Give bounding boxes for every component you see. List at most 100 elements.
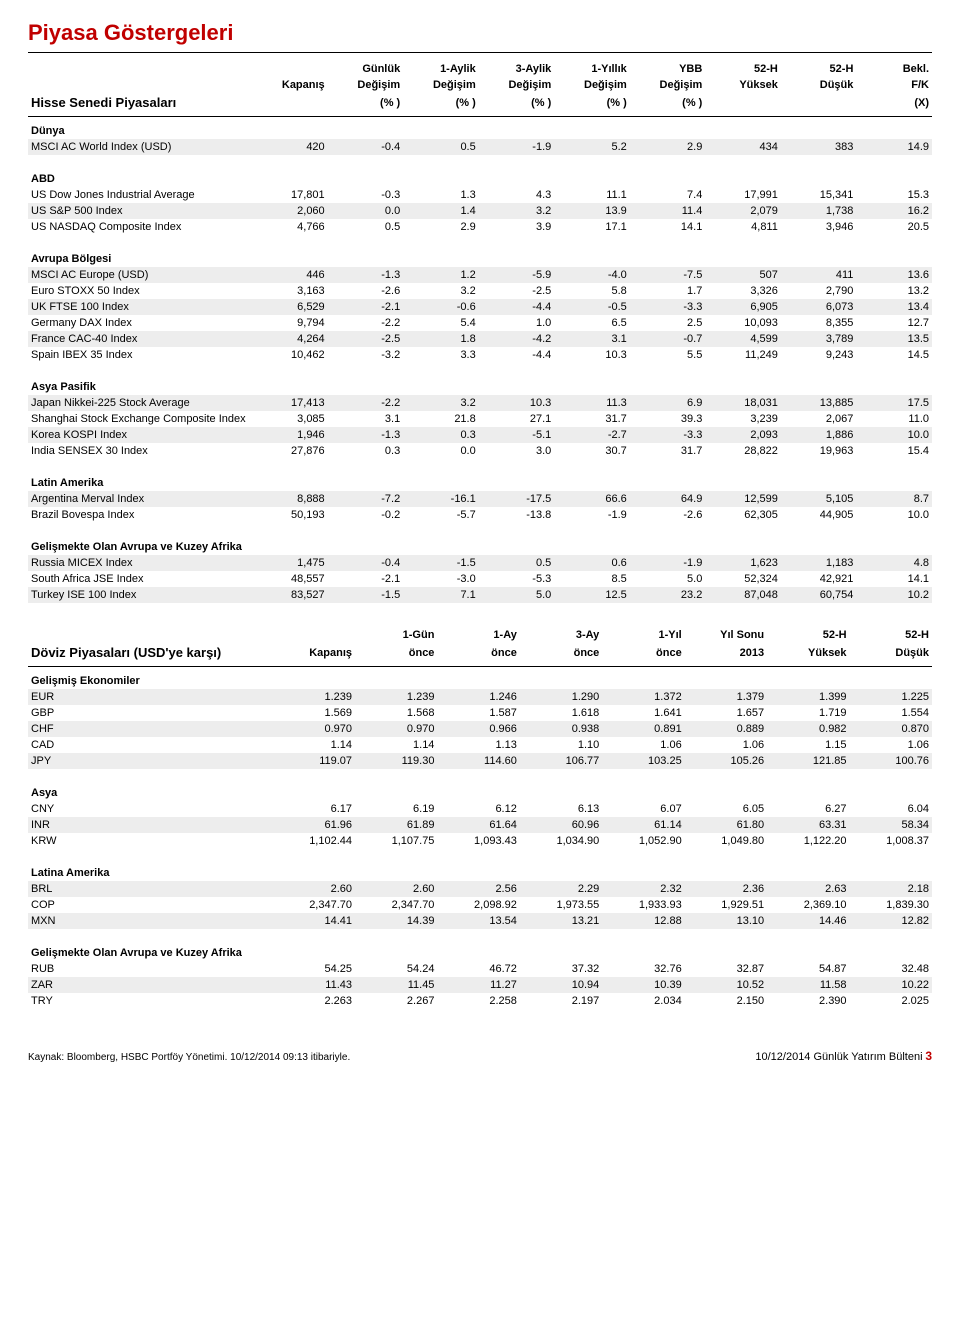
fx-body: Gelişmiş EkonomilerEUR1.2391.2391.2461.2… [28,669,932,1009]
cell: 14.1 [630,219,706,235]
page-title: Piyasa Göstergeleri [28,20,932,53]
table-row: Shanghai Stock Exchange Composite Index3… [28,411,932,427]
cell: 8,888 [252,491,328,507]
footer-source: Kaynak: Bloomberg, HSBC Portföy Yönetimi… [28,1052,350,1063]
cell: -3.3 [630,427,706,443]
cell: -4.0 [554,267,630,283]
table-row: MSCI AC Europe (USD)446-1.31.2-5.9-4.0-7… [28,267,932,283]
cell: 13.6 [856,267,932,283]
cell: 1,093.43 [437,833,519,849]
cell: 1.2 [403,267,479,283]
cell: 3,946 [781,219,857,235]
col-header: 1-Yıl [602,627,684,643]
cell: -5.9 [479,267,555,283]
section-label: Asya Pasifik [28,375,932,395]
row-label: Turkey ISE 100 Index [28,587,252,603]
col-header: 3-Ay [520,627,602,643]
cell: 1,623 [705,555,781,571]
table-row: Spain IBEX 35 Index10,462-3.23.3-4.410.3… [28,347,932,363]
cell: -2.7 [554,427,630,443]
cell: 0.3 [403,427,479,443]
cell: 37.32 [520,961,602,977]
cell: 3.2 [403,395,479,411]
cell: 32.87 [685,961,767,977]
cell: -1.3 [328,427,404,443]
cell: 3,085 [252,411,328,427]
cell: 6.27 [767,801,849,817]
table-row: MXN14.4114.3913.5413.2112.8813.1014.4612… [28,913,932,929]
cell: 5.8 [554,283,630,299]
table-row: US NASDAQ Composite Index4,7660.52.93.91… [28,219,932,235]
cell: 2.267 [355,993,437,1009]
table-row: Brazil Bovespa Index50,193-0.2-5.7-13.8-… [28,507,932,523]
table-row: EUR1.2391.2391.2461.2901.3721.3791.3991.… [28,689,932,705]
cell: -0.5 [554,299,630,315]
row-label: MSCI AC World Index (USD) [28,139,252,155]
cell: 2.197 [520,993,602,1009]
cell: 10.3 [479,395,555,411]
cell: 11.3 [554,395,630,411]
row-label: CNY [28,801,273,817]
cell: -1.9 [479,139,555,155]
cell: 6.13 [520,801,602,817]
section-label: Gelişmekte Olan Avrupa ve Kuzey Afrika [28,535,932,555]
table-row: COP2,347.702,347.702,098.921,973.551,933… [28,897,932,913]
col-header: (% ) [630,93,706,112]
cell: 100.76 [850,753,932,769]
table-row: Euro STOXX 50 Index3,163-2.63.2-2.55.81.… [28,283,932,299]
cell: -5.7 [403,507,479,523]
cell: 1,475 [252,555,328,571]
col-header [252,61,328,77]
cell: 2.5 [630,315,706,331]
cell: 61.89 [355,817,437,833]
cell: -0.4 [328,139,404,155]
cell: 2.025 [850,993,932,1009]
cell: 5.2 [554,139,630,155]
cell: 11.45 [355,977,437,993]
table-row: UK FTSE 100 Index6,529-2.1-0.6-4.4-0.5-3… [28,299,932,315]
cell: 1,034.90 [520,833,602,849]
cell: -1.5 [403,555,479,571]
cell: 11.43 [273,977,355,993]
cell: 8.5 [554,571,630,587]
col-header: Düşük [781,77,857,93]
cell: -3.3 [630,299,706,315]
col-header: Değişim [403,77,479,93]
col-header: Döviz Piyasaları (USD'ye karşı) [28,643,273,662]
row-label: Euro STOXX 50 Index [28,283,252,299]
cell: 2.263 [273,993,355,1009]
col-header: Kapanış [273,643,355,662]
cell: 0.982 [767,721,849,737]
cell: 64.9 [630,491,706,507]
cell: 1.225 [850,689,932,705]
cell: 2.390 [767,993,849,1009]
cell: 14.39 [355,913,437,929]
cell: 1,933.93 [602,897,684,913]
col-header [273,627,355,643]
footer-pagenum: 3 [925,1049,932,1063]
footer-page: 10/12/2014 Günlük Yatırım Bülteni 3 [755,1049,932,1063]
cell: 1.618 [520,705,602,721]
cell: 39.3 [630,411,706,427]
cell: 3,789 [781,331,857,347]
cell: 6.07 [602,801,684,817]
row-label: COP [28,897,273,913]
cell: -17.5 [479,491,555,507]
cell: 17,801 [252,187,328,203]
row-label: US Dow Jones Industrial Average [28,187,252,203]
cell: 11.58 [767,977,849,993]
table-row: CAD1.141.141.131.101.061.061.151.06 [28,737,932,753]
cell: 105.26 [685,753,767,769]
table-row: Russia MICEX Index1,475-0.4-1.50.50.6-1.… [28,555,932,571]
cell: 1.8 [403,331,479,347]
cell: 27.1 [479,411,555,427]
row-label: BRL [28,881,273,897]
cell: 2,347.70 [273,897,355,913]
cell: 114.60 [437,753,519,769]
cell: -0.4 [328,555,404,571]
cell: 10.39 [602,977,684,993]
cell: 6.17 [273,801,355,817]
col-header [781,93,857,112]
fx-table: 1-Gün1-Ay3-Ay1-YılYıl Sonu52-H52-HDöviz … [28,627,932,1009]
cell: 1,973.55 [520,897,602,913]
